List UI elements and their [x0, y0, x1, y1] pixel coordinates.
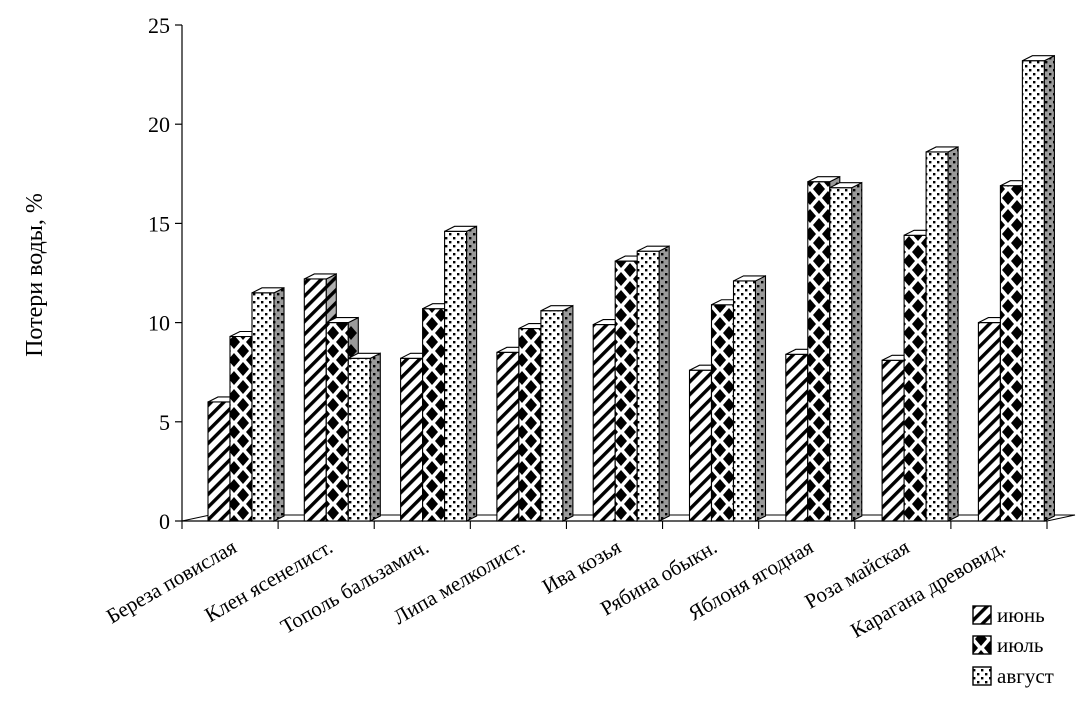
bar-август-7: [829, 181, 863, 522]
legend-item-июль: июль: [972, 633, 1043, 657]
bar-август-4: [540, 304, 574, 522]
x-category-label: Карагана древовид.: [846, 535, 1009, 643]
bar-август-2: [347, 352, 381, 522]
legend-swatch: [972, 635, 992, 655]
bar-август-3: [444, 225, 478, 522]
bar-август-9: [1021, 54, 1055, 522]
y-tick-label: 10: [148, 311, 170, 336]
y-tick-label: 20: [148, 112, 170, 137]
legend-item-июнь: июнь: [972, 603, 1045, 627]
y-tick-label: 25: [148, 13, 170, 38]
bar-август-1: [251, 286, 285, 522]
legend: июнь июль август: [972, 603, 1054, 688]
x-category-label: Ива козья: [538, 534, 625, 598]
legend-label: июль: [997, 633, 1043, 657]
bar-август-5: [636, 245, 670, 522]
y-tick-label: 0: [159, 509, 170, 534]
bar-август-6: [732, 275, 767, 522]
y-tick-label: 15: [148, 211, 170, 236]
legend-swatch: [972, 605, 992, 625]
y-tick-label: 5: [159, 410, 170, 435]
y-axis-ticks: 0 5 10 15 20 25: [148, 13, 182, 534]
y-axis-title: Потери воды, %: [22, 193, 48, 357]
bar-август-8: [925, 146, 959, 522]
y-axis-label: Потери воды, %: [22, 193, 48, 357]
legend-swatch: [972, 666, 992, 686]
legend-label: июнь: [997, 603, 1045, 627]
legend-item-август: август: [972, 664, 1054, 688]
bars: [207, 54, 1055, 522]
legend-label: август: [997, 664, 1054, 688]
